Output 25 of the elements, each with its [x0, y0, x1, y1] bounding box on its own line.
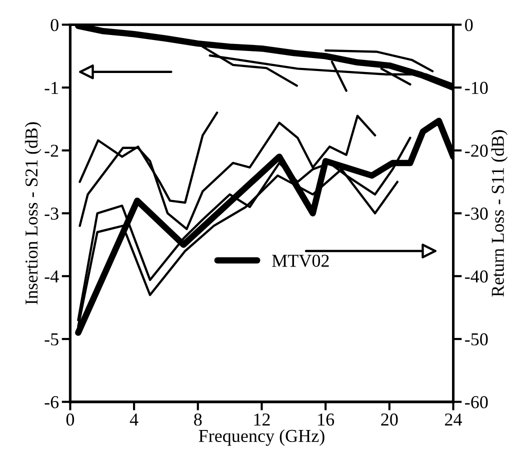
x-tick-label: 20: [381, 413, 398, 426]
y-tick-label: 0: [50, 18, 58, 32]
y-tick-label: -3: [44, 208, 58, 220]
y2-tick-label: -20: [465, 144, 488, 157]
y-axis-title: Insertion Loss - S21 (dB): [24, 122, 42, 304]
y2-tick-label: -10: [465, 82, 488, 94]
y2-axis-title: Return Loss - S11 (dB): [491, 130, 508, 297]
y-tick-label: -5: [44, 333, 58, 346]
y2-tick-label: -60: [465, 396, 488, 408]
y-tick-label: -1: [44, 82, 58, 94]
y2-tick-label: 0: [465, 18, 473, 32]
y-tick-label: -2: [44, 144, 58, 157]
y2-tick-label: -30: [465, 208, 488, 220]
y-tick-label: -6: [44, 396, 59, 408]
x-axis-title: Frequency (GHz): [198, 429, 324, 446]
x-tick-label: 8: [194, 413, 202, 426]
x-tick-label: 0: [66, 413, 74, 426]
y2-tick-label: -40: [465, 270, 488, 283]
x-tick-label: 24: [445, 414, 462, 426]
y-tick-label: -4: [44, 270, 59, 282]
y2-tick-label: -50: [465, 333, 488, 346]
x-tick-label: 16: [318, 414, 334, 426]
x-tick-label: 4: [130, 414, 138, 426]
x-tick-label: 12: [254, 414, 270, 426]
legend-label: MTV02: [272, 254, 329, 267]
